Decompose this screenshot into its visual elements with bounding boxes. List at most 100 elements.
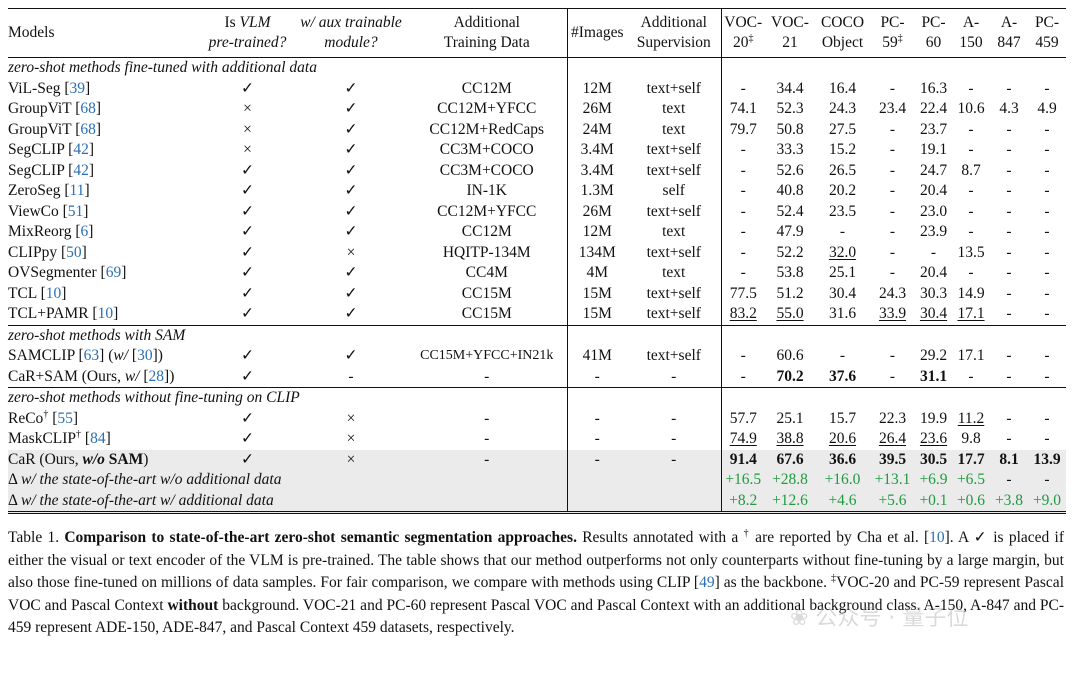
score-value: 47.9 [776, 223, 804, 241]
score-value: - [1006, 471, 1012, 489]
aux-module-mark: - [348, 367, 354, 385]
score-pc60: 30.5 [915, 449, 952, 470]
score-value: +0.6 [956, 491, 986, 509]
citation-link[interactable]: 42 [73, 141, 89, 159]
score-value: 17.1 [957, 347, 985, 365]
score-coco-object: 32.0 [815, 243, 870, 264]
text-span: ] [95, 120, 102, 138]
score-voc21: 33.3 [765, 140, 815, 161]
text-span: † [76, 429, 82, 441]
score-pc459: - [1028, 140, 1066, 161]
score-value: 50.8 [776, 120, 804, 138]
section-label: zero-shot methods with SAM [8, 324, 567, 346]
text-span: Δ [8, 471, 21, 489]
text-span: [ [48, 409, 58, 427]
citation-link[interactable]: 11 [69, 182, 85, 200]
score-value: - [889, 264, 896, 282]
cell [952, 387, 990, 409]
score-pc459: - [1028, 181, 1066, 202]
citation-link[interactable]: 51 [67, 202, 84, 220]
images-count: 26M [566, 201, 627, 222]
citation-link[interactable]: 68 [80, 120, 96, 138]
citation-link[interactable]: 50 [66, 243, 82, 261]
score-value: - [1044, 367, 1050, 385]
vlm-pretrained-mark: ✓ [241, 284, 254, 302]
supervision: - [671, 367, 677, 385]
citation-link[interactable]: 63 [83, 347, 100, 365]
cell [990, 324, 1028, 346]
text-span: are reported by Cha et al. [ [749, 529, 930, 546]
score-value: - [740, 367, 746, 385]
table-row: MixReorg [6] ✓ ✓ CC12M 12M text - 47.9 - - 23.9 - - - [8, 222, 1066, 243]
citation-link[interactable]: 10 [929, 529, 945, 546]
vlm-pretrained-mark: ✓ [241, 79, 254, 97]
citation-link[interactable]: 49 [699, 574, 715, 592]
table-row: ViL-Seg [39] ✓ ✓ CC12M 12M text+self - 34.4 16.4… [8, 78, 1066, 100]
score-pc60: 20.4 [915, 181, 952, 202]
score-value: 24.7 [919, 161, 948, 179]
score-voc20: - [720, 181, 765, 202]
score-pc59: - [870, 202, 915, 223]
score-pc59: - [870, 263, 915, 284]
citation-link[interactable]: 6 [80, 223, 89, 241]
score-value: 9.8 [961, 430, 981, 448]
score-value: +8.2 [729, 491, 758, 509]
score-coco-object: 36.6 [815, 449, 870, 470]
score-value: 52.4 [776, 202, 804, 220]
citation-link[interactable]: 69 [105, 264, 122, 282]
training-data: CC12M [461, 79, 512, 97]
score-value: 26.4 [878, 430, 907, 448]
citation-link[interactable]: 84 [90, 430, 106, 448]
score-value: - [740, 264, 746, 282]
score-value: +5.6 [878, 491, 907, 509]
citation-link[interactable]: 55 [57, 409, 73, 427]
vlm-pretrained-mark: ✓ [241, 202, 254, 220]
score-value: - [740, 182, 746, 200]
delta-row: Δ w/ the state-of-the-art w/o additional… [8, 470, 1066, 491]
supervision: text+self [646, 161, 701, 179]
score-pc60: 16.3 [915, 79, 952, 100]
score-coco-object: 15.7 [815, 409, 870, 430]
cell [1028, 387, 1066, 409]
citation-link[interactable]: 39 [69, 79, 86, 97]
citation-link[interactable]: 30 [137, 347, 153, 365]
citation-link[interactable]: 10 [45, 284, 62, 302]
cell [952, 58, 990, 79]
score-pc59: - [870, 367, 915, 388]
score-value: 77.5 [729, 284, 757, 302]
citation-link[interactable]: 42 [73, 161, 89, 179]
cell [870, 387, 915, 409]
score-a847: - [990, 181, 1028, 202]
score-a150: - [952, 202, 990, 223]
model-name: GroupViT [68] [8, 120, 200, 141]
text-span: CaR (Ours, [8, 450, 83, 468]
images-count: 3.4M [566, 140, 627, 161]
vlm-pretrained-mark: × [243, 100, 252, 118]
score-value: 74.9 [729, 430, 757, 448]
score-voc20: - [720, 78, 765, 99]
citation-link[interactable]: 28 [148, 367, 165, 385]
score-pc459: - [1028, 346, 1066, 367]
table-row: MaskCLIP† [84] ✓ × - - - 74.9 38.8 20.6 26.4 23.6 9… [8, 429, 1066, 450]
vlm-pretrained-mark: ✓ [241, 223, 254, 241]
vlm-pretrained-mark: ✓ [241, 409, 254, 427]
images-count: 12M [566, 222, 627, 243]
score-coco-object: 16.4 [815, 79, 870, 100]
citation-link[interactable]: 10 [97, 305, 114, 323]
vlm-pretrained-mark: ✓ [241, 367, 254, 385]
score-pc59: - [870, 140, 915, 161]
score-a847: - [990, 79, 1028, 100]
score-a150: 17.7 [952, 449, 990, 470]
cell [952, 324, 990, 346]
score-value: 23.7 [919, 120, 948, 138]
aux-module-mark: × [346, 243, 356, 261]
text-span: VOC- [771, 14, 809, 31]
text-span: ] [121, 264, 127, 282]
section-label: zero-shot methods fine-tuned with additi… [8, 59, 317, 77]
table-row: ViewCo [51] ✓ ✓ CC12M+YFCC 26M text+self - 52.4… [8, 201, 1066, 223]
score-value: - [1044, 409, 1050, 427]
table-row: TCL [10] ✓ ✓ CC15M 15M text+self 77.5 51.2 30.4 2… [8, 283, 1066, 304]
score-a150: - [952, 263, 990, 284]
supervision: - [671, 430, 677, 448]
citation-link[interactable]: 68 [80, 100, 96, 118]
